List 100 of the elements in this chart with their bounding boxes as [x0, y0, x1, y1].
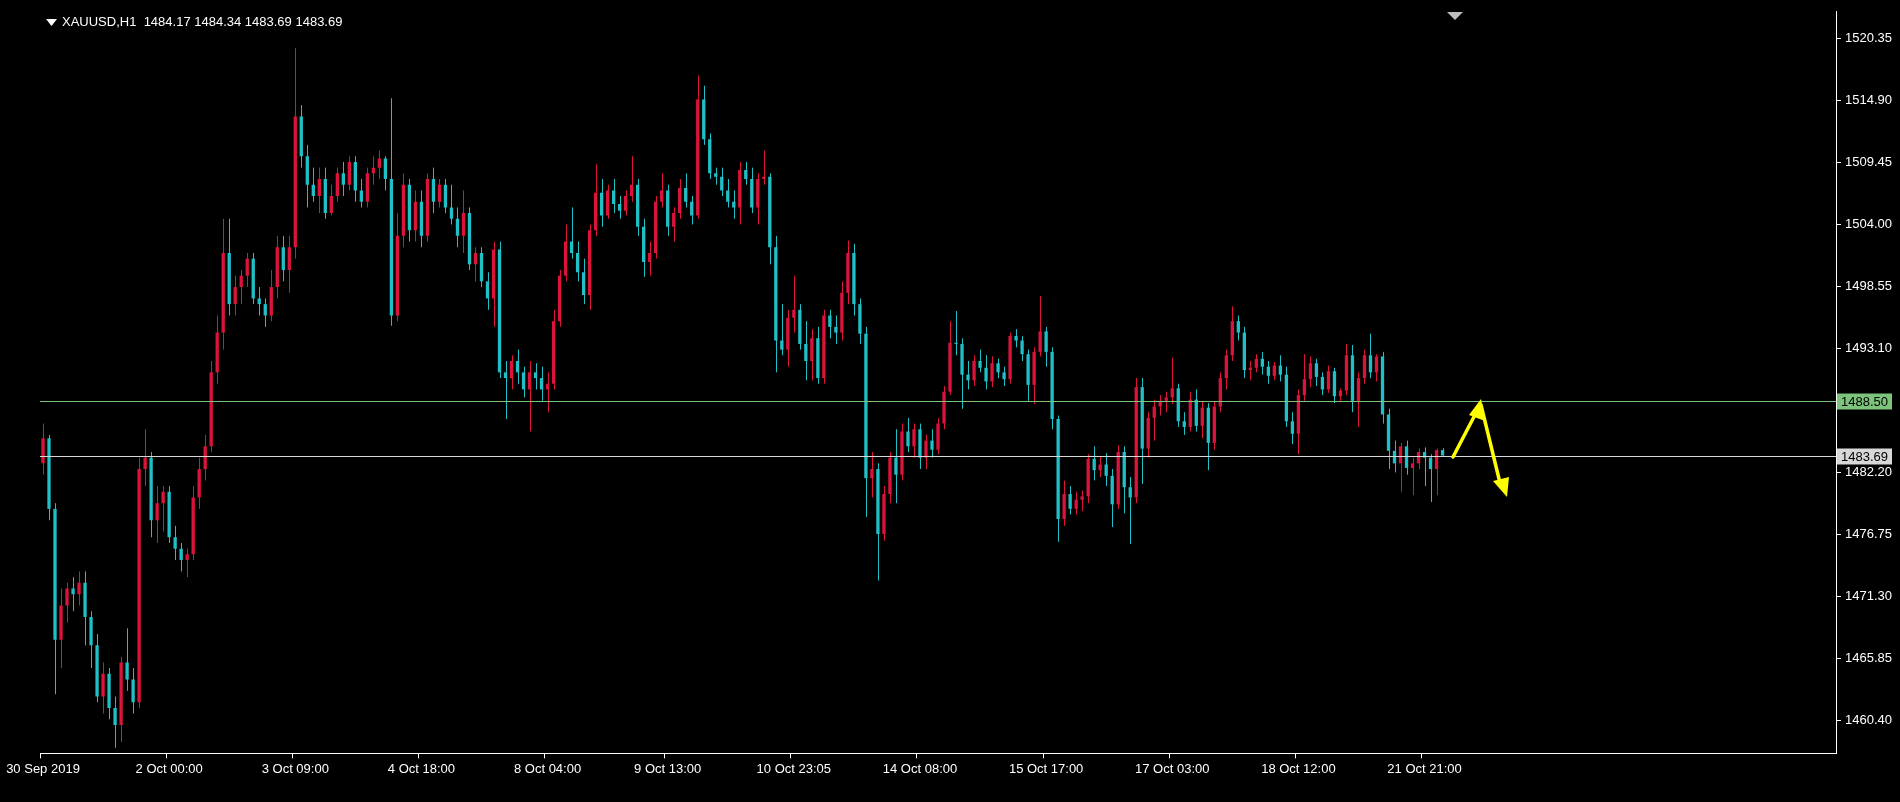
candlestick: [1044, 326, 1048, 368]
candlestick: [329, 184, 333, 216]
candlestick: [1356, 371, 1361, 428]
candlestick: [317, 167, 321, 214]
candlestick: [437, 178, 442, 208]
candlestick: [485, 271, 490, 311]
candlestick: [1038, 295, 1042, 357]
candlestick: [930, 428, 934, 459]
x-tick-label: 4 Oct 18:00: [387, 760, 456, 776]
candlestick: [870, 451, 874, 498]
candlestick: [1170, 357, 1174, 405]
candlestick: [1068, 485, 1072, 516]
x-tick-label: 9 Oct 13:00: [634, 760, 702, 776]
candlestick: [1182, 411, 1186, 436]
candlestick: [1200, 400, 1204, 439]
chart-title: XAUUSD,H1 1484.17 1484.34 1483.69 1483.69: [62, 14, 343, 30]
candlestick: [1278, 354, 1283, 382]
candlestick: [173, 525, 177, 561]
candlestick: [155, 485, 159, 544]
candlestick: [143, 428, 147, 487]
candlestick: [744, 161, 748, 186]
candlestick: [1368, 333, 1373, 379]
candlestick: [287, 235, 291, 294]
candlestick: [503, 360, 508, 420]
y-tick-label: 1520.35: [1845, 30, 1893, 46]
candlestick: [1074, 491, 1078, 516]
candlestick: [71, 576, 75, 612]
y-tick-label: 1476.75: [1845, 526, 1893, 542]
candlestick: [233, 275, 237, 316]
y-tick-label: 1509.45: [1845, 154, 1893, 170]
candlestick: [1104, 452, 1108, 487]
candlestick: [792, 275, 796, 334]
x-tick-label: 30 Sep 2019: [6, 760, 80, 776]
candlestick: [1314, 358, 1319, 387]
candlestick: [780, 303, 784, 356]
candlestick: [281, 235, 285, 282]
candlestick: [611, 178, 616, 214]
y-tick-label: 1514.90: [1845, 92, 1893, 108]
candlestick: [990, 355, 994, 388]
candlestick: [431, 167, 436, 214]
candlestick: [1152, 399, 1156, 442]
candlestick: [834, 314, 838, 345]
candlestick: [185, 548, 189, 578]
x-tick-label: 17 Oct 03:00: [1135, 760, 1210, 776]
candlestick: [1266, 360, 1271, 385]
x-tick-label: 21 Oct 21:00: [1387, 760, 1462, 776]
candlestick: [1326, 365, 1331, 394]
candlestick: [1236, 314, 1240, 342]
candlestick: [810, 328, 814, 381]
candlestick: [1080, 490, 1084, 512]
candlestick: [972, 354, 976, 387]
x-tick-label: 3 Oct 09:00: [261, 760, 329, 776]
candlestick: [77, 570, 81, 607]
candlestick: [101, 661, 105, 715]
candlestick: [449, 184, 454, 225]
candlestick: [984, 354, 988, 390]
candlestick: [521, 366, 526, 398]
candlestick: [257, 286, 261, 316]
x-tick-label: 14 Oct 08:00: [882, 760, 958, 776]
candlestick: [894, 428, 898, 504]
candlestick: [1362, 349, 1367, 385]
candlestick: [684, 172, 688, 208]
candlestick: [924, 434, 928, 470]
candlestick: [527, 360, 532, 433]
candlestick: [1164, 391, 1168, 413]
x-tick-label: 10 Oct 23:05: [756, 760, 832, 776]
candlestick: [1014, 328, 1018, 348]
x-tick-label: 15 Oct 17:00: [1008, 760, 1084, 776]
candlestick: [335, 167, 339, 203]
y-tick-label: 1504.00: [1845, 216, 1893, 232]
x-tick-label: 2 Oct 00:00: [135, 760, 203, 776]
candlestick: [978, 349, 982, 373]
candlestick: [648, 241, 652, 277]
candlestick: [1260, 351, 1265, 376]
candlestick: [1098, 456, 1102, 478]
candlestick: [624, 189, 628, 216]
candlestick: [1002, 366, 1006, 387]
y-tick-label: 1482.20: [1845, 464, 1893, 480]
y-tick-label: 1471.30: [1845, 588, 1893, 604]
y-tick-label: 1465.85: [1845, 650, 1893, 665]
candlestick: [1374, 353, 1379, 382]
candlestick: [377, 150, 382, 180]
candlestick: [906, 417, 910, 453]
candlestick: [672, 206, 676, 243]
candlestick: [660, 172, 664, 208]
candlestick: [125, 627, 129, 692]
candlestick: [161, 485, 165, 533]
candlestick: [828, 309, 832, 339]
candlestick: [1308, 355, 1313, 388]
candlestick: [341, 161, 345, 197]
candlestick: [581, 258, 586, 305]
y-tick-label: 1493.10: [1845, 340, 1893, 356]
x-tick-label: 18 Oct 12:00: [1261, 760, 1336, 776]
candlestick: [618, 195, 622, 220]
x-tick-label: 8 Oct 04:00: [513, 760, 582, 776]
candlestick: [966, 360, 970, 390]
candlestick: [1302, 353, 1307, 402]
ref-line-label: 1483.69: [1841, 449, 1889, 465]
candlestick: [131, 667, 135, 715]
candlestick: [455, 206, 460, 248]
